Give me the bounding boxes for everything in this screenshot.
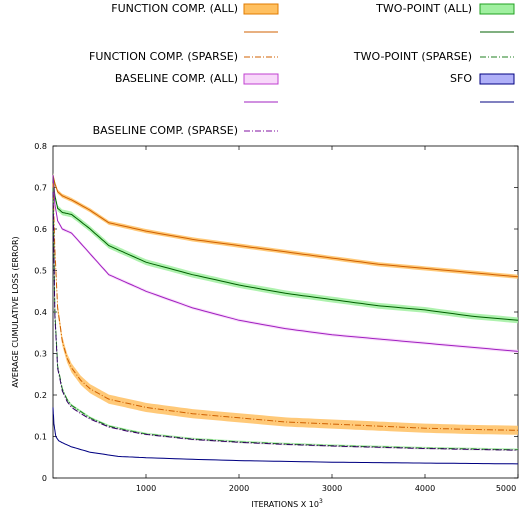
legend-swatch-band — [243, 73, 279, 85]
series-line-function-all — [52, 175, 519, 278]
legend-swatch-band — [243, 3, 279, 15]
legend-label: SFO — [450, 72, 472, 85]
x-axis-label-main: ITERATIONS X 10 — [251, 500, 319, 509]
series-line-function-sparse — [52, 183, 519, 431]
y-tick-label: 0 — [42, 474, 47, 483]
y-axis-label: AVERAGE CUMULATIVE LOSS (ERROR) — [11, 236, 20, 387]
x-axis-label: ITERATIONS X 103 — [251, 498, 323, 509]
legend-swatch-band — [479, 73, 515, 85]
x-tick-label: 4000 — [415, 484, 435, 493]
y-tick-label: 0.5 — [34, 267, 47, 276]
legend-label: BASELINE COMP. (SPARSE) — [93, 124, 238, 137]
series-line-two-point-all — [52, 175, 519, 321]
confidence-band-two-point-all — [53, 172, 518, 324]
y-tick-label: 0.8 — [34, 142, 47, 151]
legend-label: TWO-POINT (ALL) — [375, 2, 472, 15]
series-line-two-point-sparse — [52, 187, 519, 451]
legend-label: TWO-POINT (SPARSE) — [353, 50, 472, 63]
x-tick-label: 5000 — [496, 484, 516, 493]
plot-area: 0 0.1 0.2 0.3 0.4 0.5 0.6 0.7 0.8 1000 2000 3000 400… — [34, 142, 519, 493]
series-line-baseline-all — [52, 175, 519, 352]
y-tick-label: 0.1 — [34, 433, 47, 442]
x-axis-label-exponent: 3 — [319, 498, 323, 505]
confidence-band-baseline-sparse — [53, 190, 518, 452]
y-tick-label: 0.6 — [34, 225, 47, 234]
x-tick-label: 1000 — [136, 484, 156, 493]
legend-label: FUNCTION COMP. (SPARSE) — [89, 50, 238, 63]
x-tick-label: 3000 — [322, 484, 342, 493]
y-tick-label: 0.3 — [34, 350, 47, 359]
x-tick-label: 2000 — [229, 484, 249, 493]
confidence-band-sfo — [53, 407, 518, 465]
confidence-band-baseline-all — [53, 173, 518, 354]
legend-swatch-band — [479, 3, 515, 15]
y-tick-label: 0.2 — [34, 391, 47, 400]
legend: FUNCTION COMP. (ALL) FUNCTION COMP. (SPAR… — [89, 2, 515, 137]
legend-label: BASELINE COMP. (ALL) — [115, 72, 238, 85]
y-tick-label: 0.7 — [34, 184, 47, 193]
series-line-baseline-sparse — [52, 191, 519, 451]
confidence-band-function-sparse — [53, 178, 518, 435]
series-line-sfo — [52, 407, 519, 465]
legend-label: FUNCTION COMP. (ALL) — [111, 2, 238, 15]
y-tick-label: 0.4 — [34, 308, 47, 317]
